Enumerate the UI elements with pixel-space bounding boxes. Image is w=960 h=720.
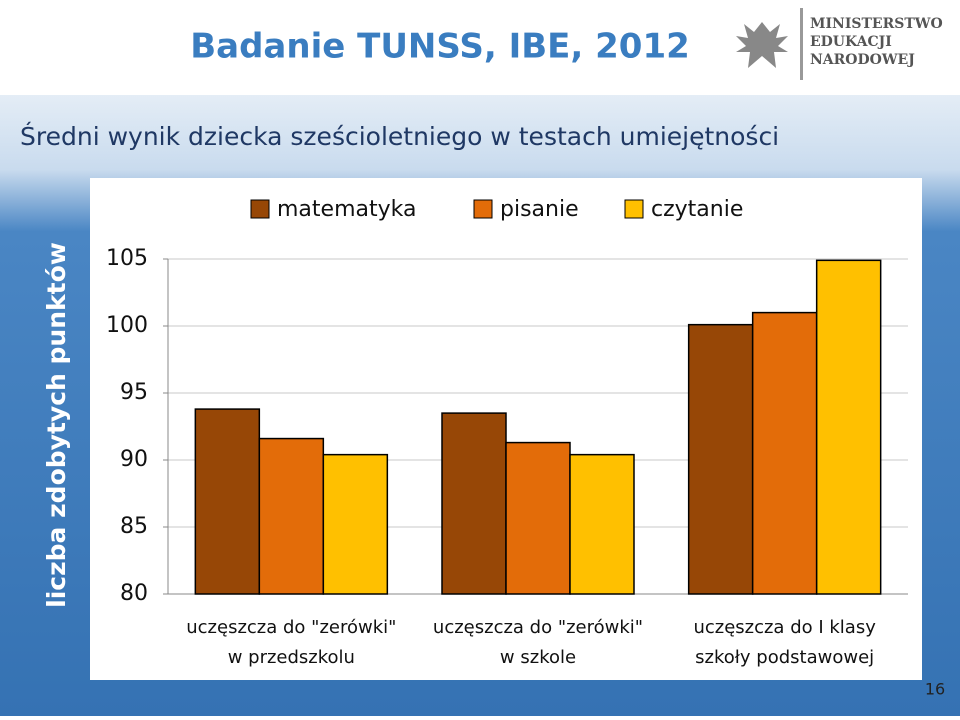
- chart-title: Średni wynik dziecka sześcioletniego w t…: [20, 121, 779, 151]
- bar: [751, 311, 818, 595]
- slide-number: 16: [925, 680, 945, 699]
- logo-text: NARODOWEJ: [810, 52, 915, 68]
- eagle: [736, 22, 788, 68]
- y-tick-label: 85: [120, 514, 148, 539]
- legend-swatch: [250, 199, 270, 219]
- x-tick-label: uczęszcza do "zerówki": [186, 617, 396, 638]
- chart: 80 85 90 95 100 105 uczęszcza do "zerówki" w pr…: [106, 197, 908, 668]
- legend-swatch: [624, 199, 644, 219]
- slide-title: Badanie TUNSS, IBE, 2012: [190, 27, 690, 67]
- bar: [569, 453, 635, 595]
- bar: [687, 323, 754, 595]
- y-tick-label: 105: [106, 246, 148, 271]
- legend-label: czytanie: [651, 197, 743, 222]
- logo-divider: [800, 8, 803, 80]
- y-tick-label: 100: [106, 313, 148, 338]
- legend-label: pisanie: [500, 197, 579, 222]
- bar: [441, 412, 507, 595]
- bar: [194, 408, 261, 595]
- logo: MINISTERSTWO EDUKACJI NARODOWEJ: [736, 8, 943, 80]
- logo-text: EDUKACJI: [810, 34, 892, 50]
- legend-swatch: [473, 199, 493, 219]
- x-tick-label: szkoły podstawowej: [695, 647, 874, 668]
- x-tick-label: w szkole: [500, 647, 576, 668]
- y-tick-label: 90: [120, 447, 148, 472]
- x-tick-label: w przedszkolu: [228, 647, 355, 668]
- logo-text: MINISTERSTWO: [810, 16, 943, 32]
- legend-label: matematyka: [277, 197, 416, 222]
- bar: [322, 453, 389, 595]
- x-tick-label: uczęszcza do "zerówki": [433, 617, 643, 638]
- bar: [815, 259, 882, 595]
- bar: [258, 437, 325, 595]
- bar: [505, 441, 571, 595]
- y-tick-label: 95: [120, 380, 148, 405]
- y-tick-label: 80: [120, 581, 148, 606]
- y-axis-label: liczba zdobytych punktów: [42, 242, 71, 608]
- x-tick-label: uczęszcza do I klasy: [693, 617, 876, 638]
